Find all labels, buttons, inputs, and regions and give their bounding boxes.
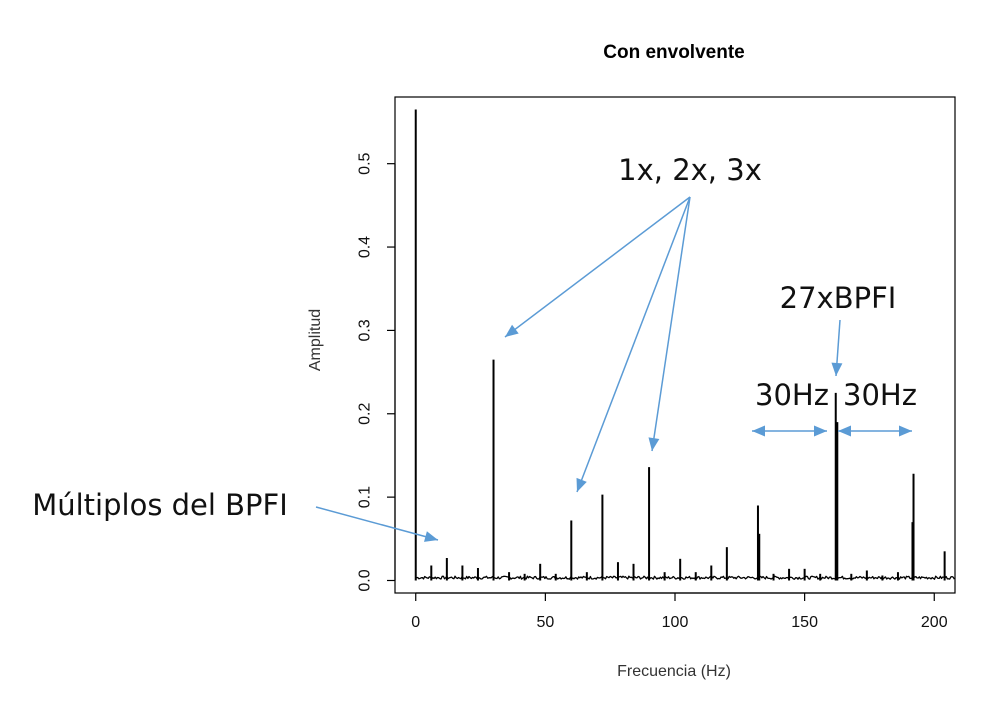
arrowheads: [424, 324, 912, 542]
x-tick-label: 50: [536, 614, 554, 631]
arrow-bpfi-multiples: [315, 506, 439, 541]
arrowhead: [899, 425, 912, 437]
x-tick-label: 200: [921, 614, 948, 631]
y-tick-label: 0.2: [357, 403, 374, 425]
annotation-30hz-left: 30Hz: [755, 378, 829, 412]
annotation-30hz-right: 30Hz: [843, 378, 917, 412]
arrowhead: [424, 531, 438, 542]
arrowhead: [814, 425, 827, 437]
arrow-2x: [576, 196, 691, 493]
y-tick-label: 0.5: [357, 152, 374, 174]
annotation-27xbpfi: 27xBPFI: [780, 281, 897, 315]
arrowhead: [648, 437, 660, 451]
y-axis-label: Amplitud: [307, 309, 324, 371]
y-tick-label: 0.1: [357, 486, 374, 508]
noise-floor-line: [416, 575, 955, 580]
annotation-harmonics: 1x, 2x, 3x: [618, 153, 762, 187]
x-tick-label: 100: [662, 614, 689, 631]
arrowhead: [576, 477, 587, 492]
arrow-1x: [504, 196, 691, 338]
annotations: 1x, 2x, 3x 27xBPFI 30Hz 30Hz Múltiplos d…: [32, 153, 917, 541]
y-tick-label: 0.4: [357, 236, 374, 258]
x-axis-label: Frecuencia (Hz): [617, 663, 731, 680]
arrowhead: [838, 425, 851, 437]
arrowhead: [831, 362, 843, 376]
y-axis: 0.0 0.1 0.2 0.3 0.4 0.5: [357, 152, 396, 592]
arrowhead: [505, 324, 519, 337]
annotation-bpfi-multiples: Múltiplos del BPFI: [32, 488, 288, 522]
arrowhead: [752, 425, 765, 437]
spectrum-series: [414, 109, 955, 581]
arrow-3x: [651, 196, 691, 452]
x-tick-label: 150: [791, 614, 818, 631]
x-tick-label: 0: [411, 614, 420, 631]
y-tick-label: 0.0: [357, 569, 374, 591]
y-tick-label: 0.3: [357, 319, 374, 341]
chart-title: Con envolvente: [603, 42, 744, 63]
x-axis: 0 50 100 150 200: [411, 592, 948, 631]
